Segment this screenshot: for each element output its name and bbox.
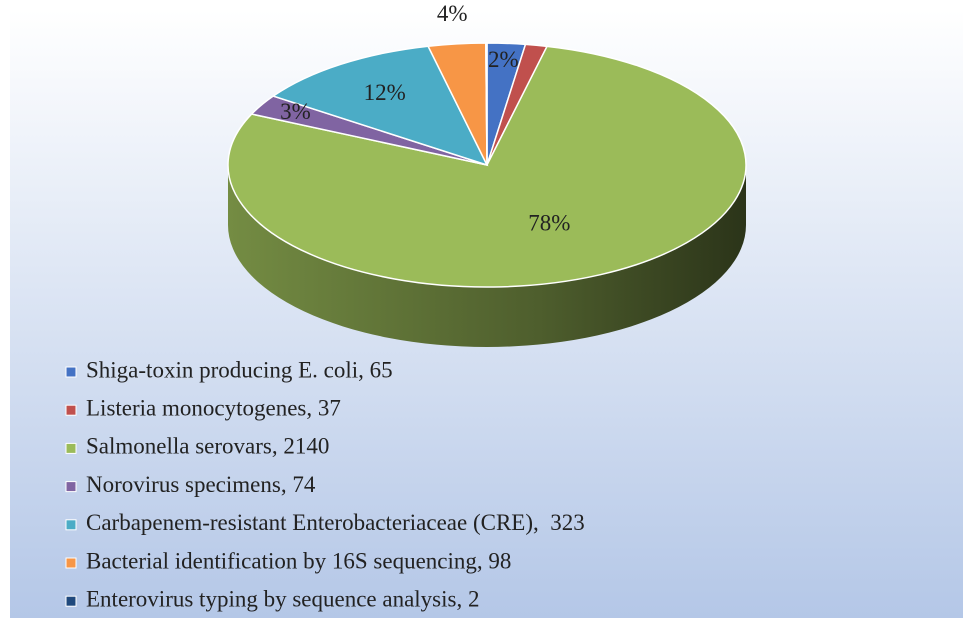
data-label: 12% <box>364 80 406 105</box>
pie-slice <box>227 45 747 288</box>
pie-slice <box>271 45 489 167</box>
legend-swatch <box>65 366 77 378</box>
legend-swatch <box>65 442 77 454</box>
legend-label: Enterovirus typing by sequence analysis,… <box>86 586 479 611</box>
legend-swatch <box>65 519 77 531</box>
legend-label: Norovirus specimens, 74 <box>86 472 316 497</box>
legend-label: Salmonella serovars, 2140 <box>86 434 329 459</box>
pie-slice <box>485 42 488 166</box>
slice-side <box>228 165 746 347</box>
legend-swatch <box>65 481 77 493</box>
legend-label: Carbapenem-resistant Enterobacteriaceae … <box>86 510 585 535</box>
legend-swatch <box>65 557 77 569</box>
legend-swatch <box>65 595 77 607</box>
legend-swatch <box>65 404 77 416</box>
data-label: 78% <box>528 211 570 236</box>
data-label: 4% <box>437 1 468 26</box>
data-label: 2% <box>488 47 519 72</box>
legend-label: Listeria monocytogenes, 37 <box>86 395 341 420</box>
legend-label: Bacterial identification by 16S sequenci… <box>86 548 511 573</box>
data-label: 3% <box>280 99 311 124</box>
legend-label: Shiga-toxin producing E. coli, 65 <box>86 357 393 382</box>
